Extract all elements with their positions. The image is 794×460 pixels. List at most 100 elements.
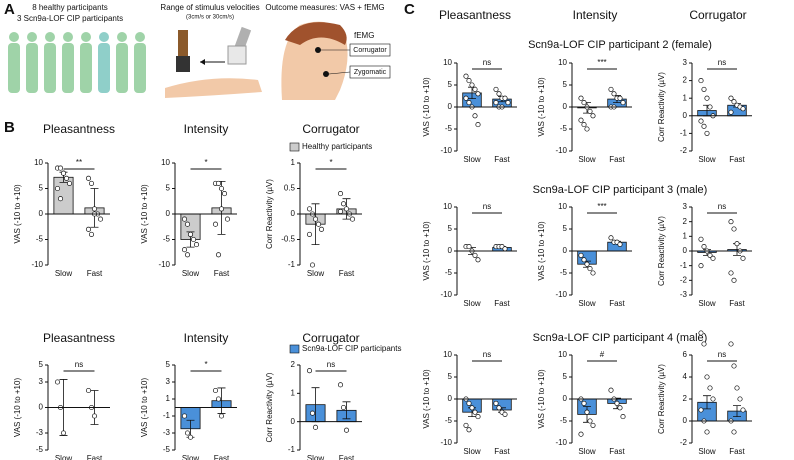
y-tick-label: -3 [163,428,171,437]
y-tick-label: 0 [683,416,688,425]
y-tick-label: -10 [31,260,43,269]
x-tick-label: Slow [698,447,716,456]
y-tick-label: -3 [680,290,688,299]
data-point [349,216,356,222]
y-tick-label: 10 [34,158,43,167]
group-title: Scn9a-LOF CIP participant 2 (female) [528,39,712,51]
data-point [318,226,325,232]
y-tick-label: 5 [448,80,453,89]
data-point [309,262,316,268]
data-point [215,396,222,402]
y-tick-label: 2 [683,76,688,85]
x-tick-label: Slow [182,454,200,460]
y-axis-label: VAS (-10 to +10) [537,369,546,429]
data-point [734,241,740,247]
y-tick-label: 5 [448,372,453,381]
y-tick-label: -2 [680,146,688,155]
data-point [463,95,469,101]
data-point [731,429,737,435]
y-tick-label: 0 [683,111,688,120]
data-point [57,165,64,171]
data-point [701,341,707,347]
data-point [212,387,219,394]
data-point [731,277,737,283]
data-point [587,108,593,114]
significance-label: ns [718,58,726,67]
y-tick-label: -5 [36,445,44,454]
data-point [340,404,347,411]
x-tick-label: Slow [463,447,481,456]
y-tick-label: 0 [291,209,296,218]
data-point [704,130,710,136]
data-point [587,266,593,272]
y-tick-label: 0 [563,394,568,403]
y-tick-label: 10 [558,350,567,359]
data-point [698,236,704,242]
y-tick-label: -1 [680,129,688,138]
data-point [181,216,188,222]
y-tick-label: 1 [683,231,688,240]
data-point [707,252,713,258]
data-point [337,191,344,197]
people [8,32,146,93]
x-tick-label: Slow [578,447,596,456]
x-tick-label: Fast [339,269,355,278]
data-point [212,221,219,227]
significance-label: * [204,158,207,167]
data-point [698,118,704,124]
x-tick-label: Fast [214,269,230,278]
x-tick-label: Fast [729,299,745,308]
data-point [707,104,713,110]
data-point [184,221,191,227]
chart-title: Pleasantness [43,331,115,345]
arm-and-brushes [165,26,262,98]
y-tick-label: 0 [448,102,453,111]
data-point [466,244,472,250]
data-point [608,86,614,92]
error-bar [703,395,711,410]
y-axis-label: VAS (-10 to +10) [13,184,22,244]
data-point [493,400,499,406]
data-point [590,113,596,119]
y-tick-label: 10 [161,158,170,167]
column-header: Corrugator [689,8,746,22]
data-point [710,255,716,261]
chart-title: Intensity [184,331,229,345]
data-point [493,86,499,92]
data-point [466,78,472,84]
data-point [466,427,472,433]
panel-label: A [4,1,15,18]
data-point [218,413,225,419]
data-point [91,413,98,419]
y-tick-label: -5 [560,268,568,277]
y-tick-label: -1 [163,411,171,420]
data-point [312,424,319,430]
y-tick-label: -3 [36,428,44,437]
illustration: 8 healthy participants 3 Scn9a-LOF CIP p… [8,3,391,101]
y-tick-label: -10 [555,290,567,299]
data-point [181,413,188,419]
y-tick-label: 3 [39,377,44,386]
data-point [587,418,593,424]
significance-label: # [600,350,605,359]
data-point [493,100,499,106]
x-tick-label: Fast [609,447,625,456]
data-point [698,78,704,84]
data-point [472,409,478,415]
data-point [221,191,228,197]
caption: 3 Scn9a-LOF CIP participants [17,14,123,23]
legend-label: Healthy participants [302,142,372,151]
data-point [472,252,478,258]
x-tick-label: Fast [214,454,230,460]
data-point [343,427,350,433]
y-tick-label: 10 [558,202,567,211]
data-point [704,374,710,380]
y-tick-label: -5 [163,235,171,244]
significance-label: * [204,360,207,369]
data-point [698,263,704,269]
data-point [309,410,316,416]
x-tick-label: Slow [463,299,481,308]
x-tick-label: Fast [609,155,625,164]
y-tick-label: 0 [166,209,171,218]
